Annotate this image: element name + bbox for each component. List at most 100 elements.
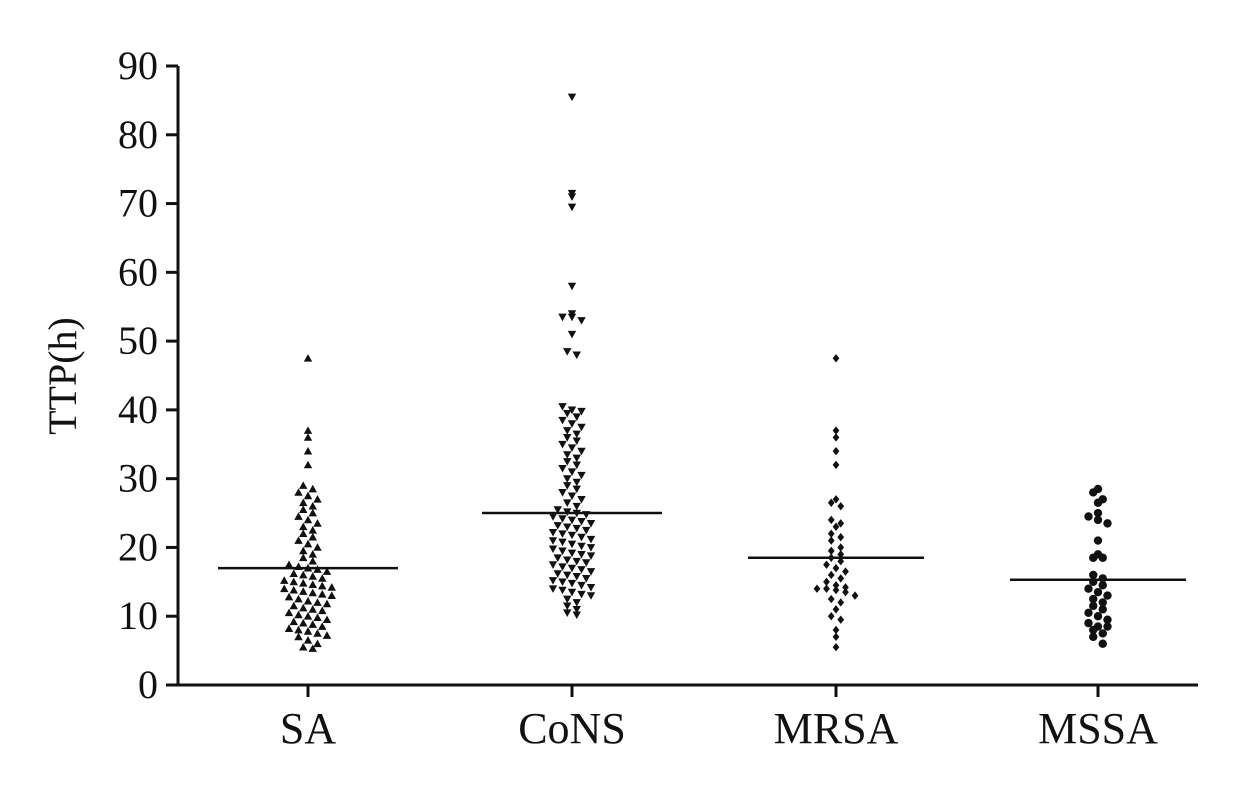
data-point-cons xyxy=(563,602,572,611)
data-point-mssa xyxy=(1093,612,1103,621)
data-point-cons xyxy=(563,595,572,604)
data-point-cons xyxy=(563,427,572,435)
data-point-mssa xyxy=(1103,622,1112,631)
data-point-sa xyxy=(303,433,313,441)
data-point-sa xyxy=(303,539,313,548)
data-point-sa xyxy=(299,529,308,538)
data-point-sa xyxy=(308,620,317,628)
data-point-sa xyxy=(289,585,298,594)
data-point-sa xyxy=(313,613,322,621)
data-point-cons xyxy=(548,577,558,585)
data-point-cons xyxy=(586,520,596,528)
data-point-sa xyxy=(299,522,308,531)
data-point-mssa xyxy=(1093,498,1103,507)
data-point-cons xyxy=(548,545,558,554)
data-point-sa xyxy=(303,596,313,605)
data-point-cons xyxy=(553,554,562,562)
y-tick-label: 90 xyxy=(118,43,158,88)
data-point-mssa xyxy=(1103,615,1112,624)
data-point-mrsa xyxy=(832,632,840,642)
data-point-sa xyxy=(299,570,308,579)
data-point-cons xyxy=(548,513,558,521)
data-point-sa xyxy=(280,584,289,593)
data-point-cons xyxy=(567,588,577,597)
data-point-mssa xyxy=(1093,587,1103,597)
data-point-sa xyxy=(299,481,308,489)
data-point-cons xyxy=(586,552,596,560)
data-point-cons xyxy=(548,585,558,593)
data-point-cons xyxy=(558,578,567,587)
data-point-cons xyxy=(572,502,581,511)
data-point-cons xyxy=(586,568,596,576)
data-point-cons xyxy=(563,482,572,490)
data-point-cons xyxy=(577,533,586,542)
data-point-cons xyxy=(558,403,567,411)
data-point-mrsa xyxy=(837,543,845,552)
data-point-mssa xyxy=(1098,639,1107,648)
data-point-mrsa xyxy=(823,584,830,593)
data-point-mrsa xyxy=(832,581,840,590)
data-point-cons xyxy=(548,528,558,537)
data-point-sa xyxy=(299,603,308,612)
data-point-sa xyxy=(294,625,303,634)
data-point-mssa xyxy=(1084,618,1093,628)
data-point-sa xyxy=(303,460,313,469)
data-point-sa xyxy=(284,560,294,568)
data-point-mrsa xyxy=(823,560,830,569)
data-point-mrsa xyxy=(832,642,840,652)
data-point-mrsa xyxy=(827,612,835,621)
data-point-cons xyxy=(572,430,581,439)
y-tick-label: 20 xyxy=(118,524,158,569)
data-point-cons xyxy=(572,485,581,494)
data-point-mrsa xyxy=(832,495,840,504)
data-point-sa xyxy=(313,543,322,551)
data-point-mrsa xyxy=(832,563,840,573)
data-point-cons xyxy=(553,570,562,578)
data-point-mrsa xyxy=(837,574,845,583)
data-point-sa xyxy=(299,642,308,651)
data-point-cons xyxy=(582,559,591,567)
data-point-cons xyxy=(563,475,572,483)
data-point-mrsa xyxy=(827,498,835,507)
data-point-cons xyxy=(577,542,586,551)
data-point-sa xyxy=(318,574,327,582)
y-tick-label: 60 xyxy=(118,249,158,294)
x-category-label: MSSA xyxy=(1038,704,1158,753)
data-point-cons xyxy=(572,572,581,581)
data-point-sa xyxy=(294,610,303,619)
data-point-cons xyxy=(572,461,581,470)
data-point-sa xyxy=(284,592,294,601)
data-point-cons xyxy=(563,451,572,459)
x-category-label: SA xyxy=(280,704,336,753)
data-point-cons xyxy=(563,458,572,466)
data-point-cons xyxy=(558,538,567,547)
data-point-sa xyxy=(280,576,289,584)
data-point-cons xyxy=(563,571,572,580)
x-category-label: CoNS xyxy=(518,704,626,753)
data-point-sa xyxy=(289,577,298,586)
data-point-cons xyxy=(572,599,581,607)
data-point-cons xyxy=(586,544,596,552)
data-point-cons xyxy=(567,540,577,549)
data-point-cons xyxy=(572,454,581,463)
data-point-cons xyxy=(553,522,562,530)
data-point-cons xyxy=(558,489,567,497)
data-point-mrsa xyxy=(832,605,840,614)
y-tick-label: 10 xyxy=(118,593,158,638)
data-point-mrsa xyxy=(837,519,845,528)
data-point-sa xyxy=(294,632,303,641)
data-point-sa xyxy=(322,567,332,575)
data-point-sa xyxy=(322,615,332,624)
data-point-mrsa xyxy=(827,546,835,556)
data-point-cons xyxy=(567,313,577,322)
data-point-cons xyxy=(567,468,577,476)
data-point-cons xyxy=(548,537,558,545)
data-point-mrsa xyxy=(832,446,840,456)
data-point-cons xyxy=(558,440,567,449)
y-tick-label: 30 xyxy=(118,456,158,501)
y-tick-label: 80 xyxy=(118,112,158,157)
data-point-sa xyxy=(308,484,317,493)
data-point-sa xyxy=(303,426,313,434)
data-point-sa xyxy=(308,588,317,597)
